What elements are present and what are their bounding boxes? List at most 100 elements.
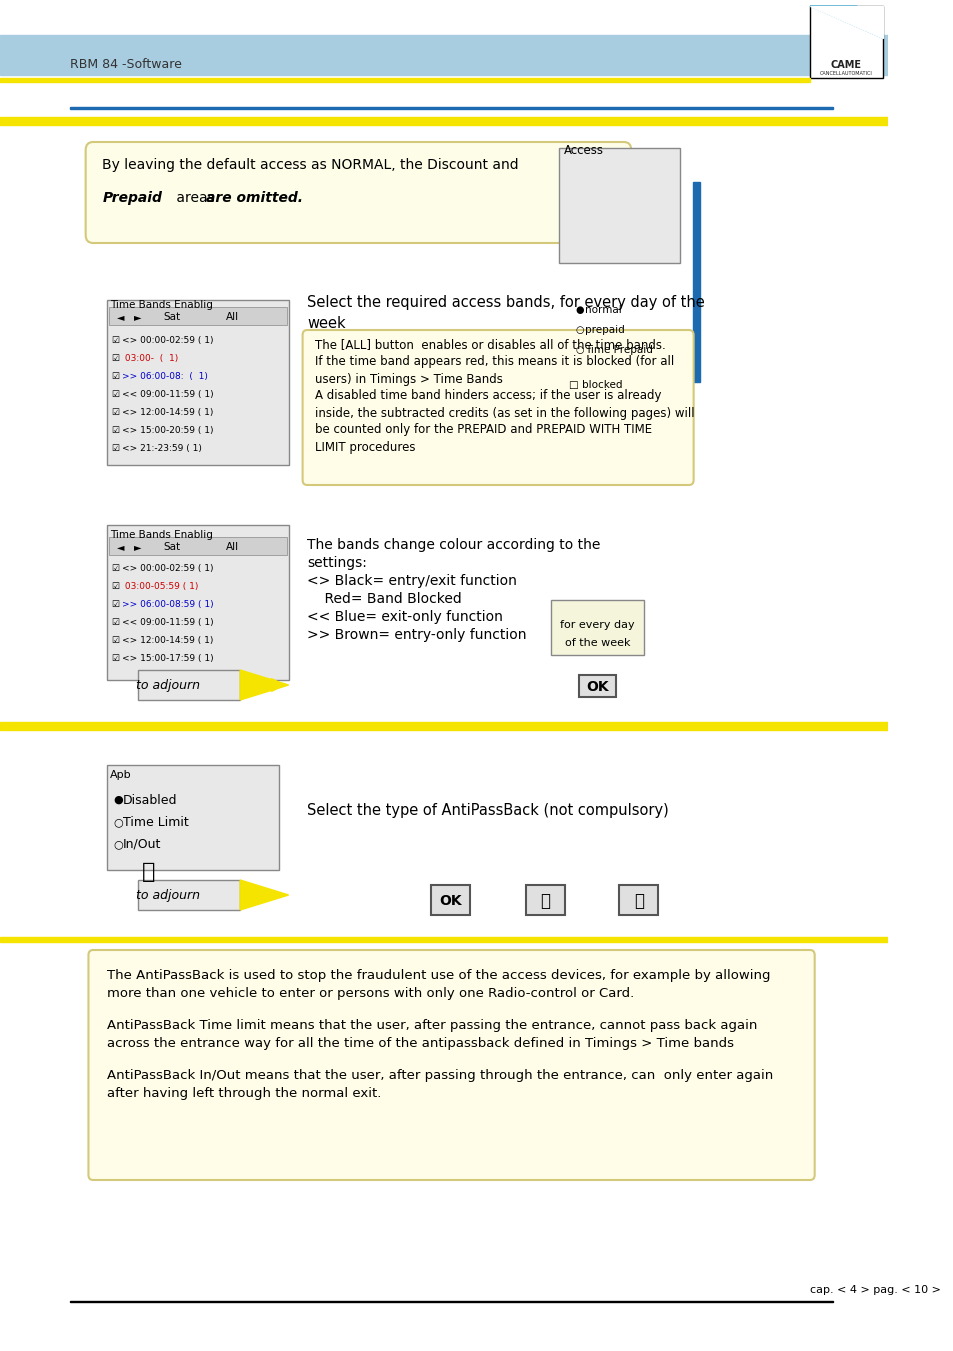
Text: ☑: ☑ (111, 408, 119, 416)
Polygon shape (240, 670, 289, 700)
Text: Red= Band Blocked: Red= Band Blocked (307, 592, 461, 607)
Text: Select the type of AntiPassBack (not compulsory): Select the type of AntiPassBack (not com… (307, 802, 668, 817)
Bar (107, 765, 279, 870)
Text: to adjourn: to adjourn (135, 680, 199, 693)
Text: across the entrance way for all the time of the antipassback defined in Timings : across the entrance way for all the time… (107, 1036, 733, 1050)
FancyArrowPatch shape (243, 680, 282, 690)
Text: Sat: Sat (164, 312, 181, 322)
Polygon shape (809, 5, 882, 38)
Text: 03:00-05:59 ( 1): 03:00-05:59 ( 1) (122, 581, 198, 590)
Text: AntiPassBack Time limit means that the user, after passing the entrance, cannot : AntiPassBack Time limit means that the u… (107, 1019, 757, 1032)
Text: areas: areas (172, 190, 219, 205)
Text: The bands change colour according to the: The bands change colour according to the (307, 538, 600, 553)
Text: << 09:00-11:59 ( 1): << 09:00-11:59 ( 1) (122, 389, 213, 399)
Text: ☑: ☑ (111, 443, 119, 453)
Text: <> 21:-23:59 ( 1): <> 21:-23:59 ( 1) (122, 443, 202, 453)
Text: of the week: of the week (564, 638, 630, 648)
Text: LIMIT procedures: LIMIT procedures (314, 440, 415, 454)
Bar (109, 307, 287, 326)
Text: The [ALL] button  enables or disables all of the time bands.: The [ALL] button enables or disables all… (314, 339, 665, 351)
Text: ☑: ☑ (111, 563, 119, 573)
Text: A disabled time band hinders access; if the user is already: A disabled time band hinders access; if … (314, 389, 660, 403)
Text: ☑: ☑ (111, 354, 119, 362)
Text: <> 00:00-02:59 ( 1): <> 00:00-02:59 ( 1) (122, 563, 213, 573)
Text: be counted only for the PREPAID and PREPAID WITH TIME: be counted only for the PREPAID and PREP… (314, 423, 651, 436)
Text: 03:00-  (  1): 03:00- ( 1) (122, 354, 178, 362)
Text: normal: normal (584, 305, 620, 315)
Bar (431, 885, 470, 915)
Text: Apb: Apb (110, 770, 132, 780)
Text: Time Bands Enablig: Time Bands Enablig (110, 530, 213, 540)
Bar (0, 78, 809, 82)
Text: ☑: ☑ (111, 635, 119, 644)
Bar (618, 885, 658, 915)
Bar (70, 107, 832, 109)
Text: users) in Timings > Time Bands: users) in Timings > Time Bands (314, 373, 502, 385)
Text: 🏠: 🏠 (633, 892, 643, 911)
FancyBboxPatch shape (89, 950, 814, 1179)
Text: ☑: ☑ (111, 372, 119, 381)
Polygon shape (809, 5, 882, 38)
Text: RBM 84 -Software: RBM 84 -Software (70, 58, 181, 72)
Text: << Blue= exit-only function: << Blue= exit-only function (307, 611, 502, 624)
Text: <> 12:00-14:59 ( 1): <> 12:00-14:59 ( 1) (122, 408, 213, 416)
Bar (107, 526, 289, 680)
Text: >> 06:00-08:  (  1): >> 06:00-08: ( 1) (122, 372, 208, 381)
Text: ●: ● (575, 305, 583, 315)
Bar (0, 118, 887, 126)
Text: ►: ► (134, 312, 141, 322)
Text: AntiPassBack In/Out means that the user, after passing through the entrance, can: AntiPassBack In/Out means that the user,… (107, 1069, 773, 1082)
Text: ☑: ☑ (111, 335, 119, 345)
Text: By leaving the default access as NORMAL, the Discount and: By leaving the default access as NORMAL,… (102, 158, 518, 172)
Bar (558, 149, 679, 263)
Text: prepaid: prepaid (584, 326, 624, 335)
Text: Access: Access (563, 143, 603, 157)
Bar (578, 676, 616, 697)
Text: CANCELLAUTOMATICI: CANCELLAUTOMATICI (819, 72, 872, 76)
Text: Time Limit: Time Limit (123, 816, 189, 828)
Polygon shape (240, 880, 289, 911)
Text: The AntiPassBack is used to stop the fraudulent use of the access devices, for e: The AntiPassBack is used to stop the fra… (107, 969, 770, 981)
Text: ☑: ☑ (111, 617, 119, 627)
Text: Select the required access bands, for every day of the
week: Select the required access bands, for ev… (307, 295, 704, 331)
Text: more than one vehicle to enter or persons with only one Radio-control or Card.: more than one vehicle to enter or person… (107, 986, 634, 1000)
Text: OK: OK (439, 894, 461, 908)
Text: inside, the subtracted credits (as set in the following pages) will: inside, the subtracted credits (as set i… (314, 407, 694, 420)
FancyBboxPatch shape (302, 330, 693, 485)
Text: Prepaid: Prepaid (102, 190, 162, 205)
Text: ☑: ☑ (111, 389, 119, 399)
Bar (107, 300, 289, 465)
Text: All: All (226, 542, 239, 553)
Text: In/Out: In/Out (123, 838, 161, 851)
Bar (809, 5, 882, 78)
Text: ○: ○ (575, 326, 583, 335)
Text: <> 15:00-17:59 ( 1): <> 15:00-17:59 ( 1) (122, 654, 213, 662)
Bar (0, 938, 887, 942)
Text: after having left through the normal exit.: after having left through the normal exi… (107, 1086, 381, 1100)
Text: <> 12:00-14:59 ( 1): <> 12:00-14:59 ( 1) (122, 635, 213, 644)
Text: If the time band appears red, this means it is blocked (for all: If the time band appears red, this means… (314, 355, 673, 369)
Text: <> 00:00-02:59 ( 1): <> 00:00-02:59 ( 1) (122, 335, 213, 345)
Text: >> 06:00-08:59 ( 1): >> 06:00-08:59 ( 1) (122, 600, 213, 608)
Text: ○: ○ (113, 839, 123, 848)
Text: 💾: 💾 (540, 892, 550, 911)
Text: All: All (226, 312, 239, 322)
Bar (0, 35, 887, 76)
Text: ◄: ◄ (117, 542, 125, 553)
Bar (70, 1301, 832, 1302)
Text: are omitted.: are omitted. (206, 190, 302, 205)
Bar (0, 721, 887, 730)
Bar (692, 182, 700, 382)
Text: ◄: ◄ (117, 312, 125, 322)
Text: <> 15:00-20:59 ( 1): <> 15:00-20:59 ( 1) (122, 426, 213, 435)
Text: ●: ● (113, 794, 123, 805)
Text: ☑: ☑ (111, 654, 119, 662)
Text: ○: ○ (575, 345, 583, 355)
Text: settings:: settings: (307, 557, 367, 570)
Text: ☑: ☑ (111, 581, 119, 590)
Bar (137, 880, 240, 911)
Text: Sat: Sat (164, 542, 181, 553)
Bar (525, 885, 564, 915)
Text: for every day: for every day (559, 620, 635, 630)
Text: 🖱: 🖱 (142, 862, 155, 882)
